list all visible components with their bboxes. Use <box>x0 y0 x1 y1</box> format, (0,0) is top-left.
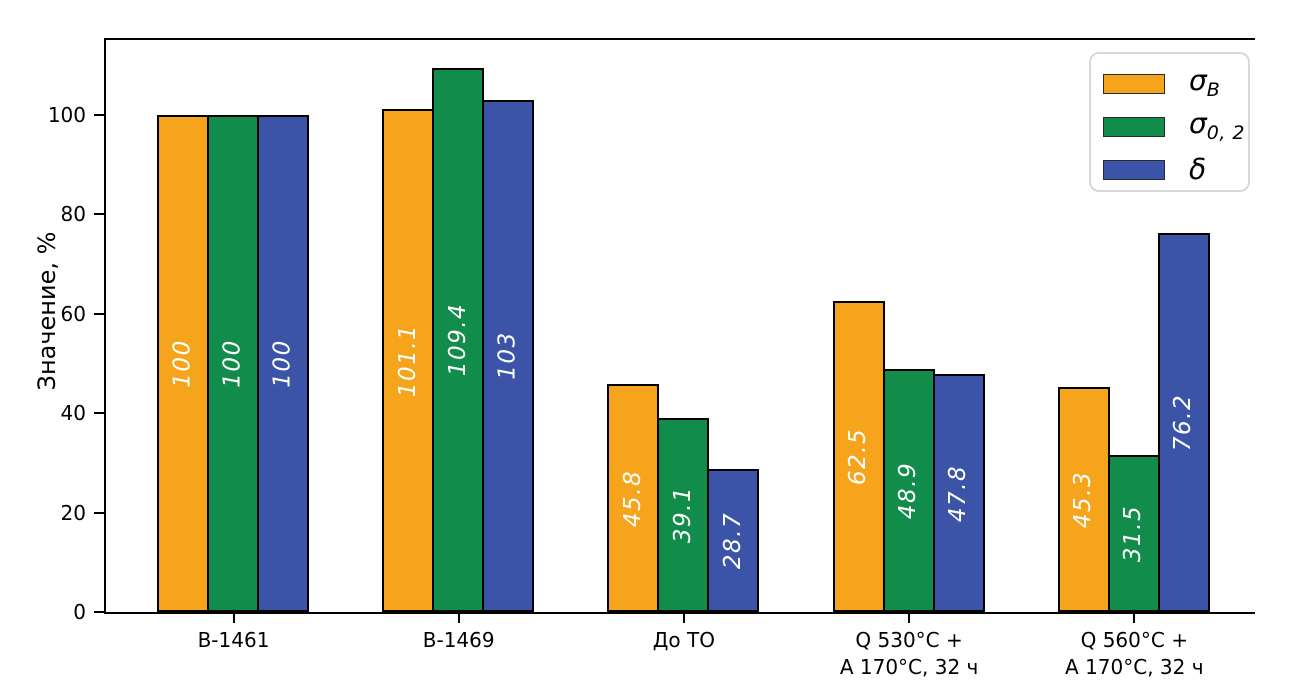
bar-value-label: 28.7 <box>719 512 746 570</box>
bar-σB-В-1469: 101.1 <box>382 109 435 612</box>
bar-value-label: 47.8 <box>945 464 972 522</box>
bar-δ-В-1461: 100 <box>257 114 309 612</box>
legend-item-σ0,2: σ0, 2 <box>1103 105 1248 148</box>
bar-value-label: 103 <box>494 331 521 381</box>
x-tick-mark <box>1133 614 1136 623</box>
legend-swatch <box>1103 73 1165 94</box>
y-tick-mark <box>94 113 104 116</box>
bar-value-label: 100 <box>269 339 296 388</box>
legend-swatch <box>1103 116 1165 137</box>
bar-σ0,2-В-1469: 109.4 <box>432 67 485 612</box>
y-tick-label: 40 <box>60 401 86 426</box>
bar-value-label: 62.5 <box>845 427 872 486</box>
y-tick-label: 20 <box>60 500 86 525</box>
y-tick-label: 60 <box>60 301 86 326</box>
bar-σB-До ТО: 45.8 <box>607 384 660 612</box>
y-tick-mark <box>94 412 104 415</box>
bar-value-label: 31.5 <box>1120 505 1147 563</box>
x-tick-label: В-1469 <box>422 628 495 652</box>
bar-value-label: 45.8 <box>619 469 646 527</box>
bar-value-label: 101.1 <box>394 323 421 398</box>
legend-label: δ <box>1189 152 1207 186</box>
bar-value-label: 39.1 <box>669 486 696 544</box>
x-tick-mark <box>908 614 911 623</box>
x-tick-mark <box>682 614 685 623</box>
x-tick-mark <box>457 614 460 623</box>
bar-σ0,2-В-1461: 100 <box>207 114 259 612</box>
plot-area: 100 100 100 101.1 109.4 103 45.8 39.1 28.7 62.5 48… <box>104 38 1255 614</box>
x-tick-mark <box>232 614 235 623</box>
legend-label: σ0, 2 <box>1189 107 1246 144</box>
y-tick-mark <box>94 611 104 613</box>
bar-σB-В-1461: 100 <box>157 114 209 612</box>
x-tick-label: До ТО <box>652 628 715 652</box>
bar-σ0,2-До ТО: 39.1 <box>657 417 710 612</box>
y-tick-label: 0 <box>73 600 86 624</box>
bar-δ-До ТО: 28.7 <box>707 469 760 612</box>
bar-σB-Q 560°C +: 45.3 <box>1057 386 1110 612</box>
x-tick-label: Q 560°C + A 170°C, 32 ч <box>1065 628 1204 679</box>
bar-δ-Q 530°C +: 47.8 <box>932 374 985 612</box>
x-tick-label: Q 530°C + A 170°C, 32 ч <box>839 628 979 679</box>
legend-item-δ: δ <box>1103 148 1248 191</box>
y-tick-mark <box>94 213 104 216</box>
legend-swatch <box>1103 159 1165 180</box>
bars-layer: 100 100 100 101.1 109.4 103 45.8 39.1 28.7 62.5 48… <box>106 40 1255 612</box>
bar-σ0,2-Q 530°C +: 48.9 <box>882 368 935 612</box>
y-tick-mark <box>94 511 104 514</box>
legend: σB σ0, 2 δ <box>1089 52 1250 192</box>
bar-δ-Q 560°C +: 76.2 <box>1157 233 1210 612</box>
legend-label: σB <box>1189 64 1221 101</box>
bar-value-label: 109.4 <box>444 303 471 377</box>
legend-item-σB: σB <box>1103 62 1248 105</box>
y-tick-label: 80 <box>60 202 86 227</box>
bar-value-label: 100 <box>169 339 196 388</box>
bar-value-label: 45.3 <box>1070 470 1097 528</box>
bar-value-label: 48.9 <box>895 461 922 519</box>
x-tick-label: В-1461 <box>197 628 270 652</box>
bar-δ-В-1469: 103 <box>482 99 535 612</box>
y-tick-mark <box>94 312 104 315</box>
bar-σ0,2-Q 560°C +: 31.5 <box>1107 455 1160 612</box>
y-tick-label: 100 <box>47 102 86 127</box>
bar-value-label: 76.2 <box>1170 393 1197 452</box>
bar-σB-Q 530°C +: 62.5 <box>832 301 885 612</box>
bar-value-label: 100 <box>219 339 246 388</box>
